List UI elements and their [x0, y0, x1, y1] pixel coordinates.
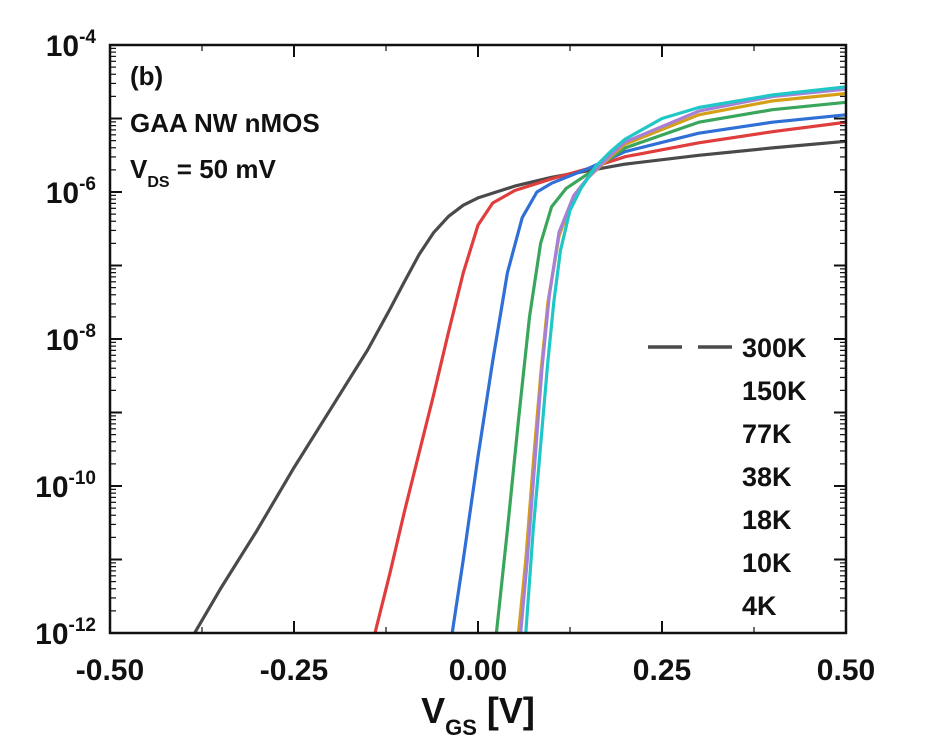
legend-item: 38K [742, 462, 792, 492]
y-ticks [110, 44, 846, 634]
x-tick-label: -0.25 [260, 654, 328, 687]
vds-main: V [130, 154, 148, 184]
legend-item: 18K [742, 505, 792, 535]
legend-item: 150K [742, 376, 807, 406]
x-axis-title-main: V [421, 690, 445, 731]
legend-item: 300K [742, 333, 807, 363]
vds-rest: = 50 mV [170, 154, 277, 184]
vds-sub: DS [147, 174, 170, 191]
y-tick-label: 10-4 [46, 27, 97, 63]
x-tick-label: 0.50 [817, 654, 875, 687]
vds-annotation: VDS = 50 mV [130, 154, 276, 191]
legend-item: 77K [742, 419, 792, 449]
y-tick-label: 10-8 [46, 321, 96, 357]
legend-item: 10K [742, 548, 792, 578]
x-tick-labels: -0.50 -0.25 0.00 0.25 0.50 [76, 654, 875, 687]
series-line-300K [193, 139, 846, 633]
x-tick-label: 0.00 [449, 654, 507, 687]
x-axis-title-rest: [V] [477, 690, 535, 731]
x-tick-label: -0.50 [76, 654, 144, 687]
legend: 300K 150K 77K 38K 18K 10K 4K [648, 333, 807, 621]
x-ticks [109, 45, 847, 633]
x-axis-title: VGS [V] [421, 690, 535, 740]
y-tick-label: 10-6 [46, 174, 96, 210]
device-annotation: GAA NW nMOS [130, 108, 320, 138]
series-lines [193, 85, 846, 633]
legend-item: 4K [742, 591, 777, 621]
series-line-150K [373, 120, 846, 633]
y-tick-label: 10-12 [35, 615, 96, 651]
series-line-4K [524, 85, 846, 633]
series-line-38K [494, 100, 846, 633]
y-tick-labels: 10-12 10-10 10-8 10-6 10-4 [35, 27, 96, 651]
series-line-10K [519, 87, 846, 633]
panel-label: (b) [130, 61, 163, 91]
x-tick-label: 0.25 [633, 654, 691, 687]
x-axis-title-sub: GS [445, 715, 477, 740]
series-line-77K [450, 113, 846, 633]
y-tick-label: 10-10 [35, 468, 96, 504]
